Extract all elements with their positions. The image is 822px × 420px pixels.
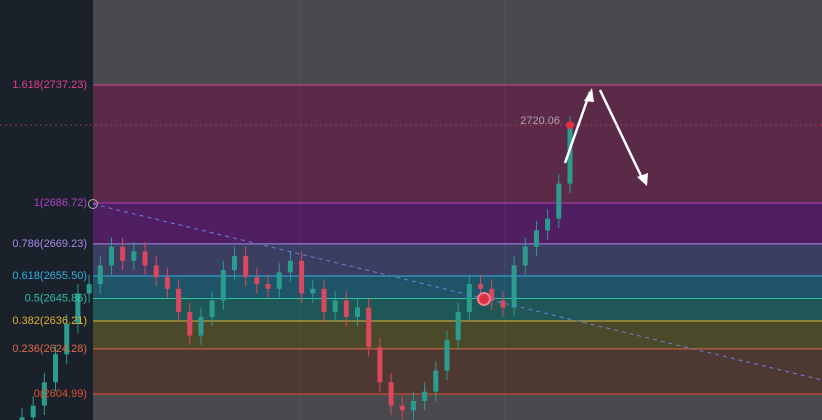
candle-body [243, 256, 249, 278]
last-price-marker [566, 121, 574, 130]
anchor-point [88, 199, 98, 209]
candle-body [220, 270, 226, 301]
candle-body [131, 251, 137, 261]
candle-body [343, 300, 349, 317]
fib-band [93, 243, 822, 276]
fib-label: 0.5(2645.86) [25, 292, 87, 304]
candle-body [153, 265, 159, 278]
arrow [563, 91, 592, 164]
candle-body [231, 256, 237, 271]
candle-body [53, 354, 59, 383]
candle-body [377, 347, 383, 383]
candle-body [41, 382, 47, 406]
anchor-point [477, 292, 491, 306]
candle-body [75, 293, 81, 324]
candle-body [97, 265, 103, 285]
candle-body [120, 246, 126, 261]
candle-body [176, 288, 182, 313]
candle-body [187, 312, 193, 336]
candle-body [30, 405, 36, 418]
arrow [598, 89, 645, 181]
candle-body [410, 400, 416, 411]
candle-body [455, 312, 461, 341]
candle-body [254, 277, 260, 285]
candle-body [86, 284, 92, 294]
fib-label: 1(2686.72) [34, 197, 87, 209]
candle-body [276, 272, 282, 289]
candle-body [164, 277, 170, 289]
fib-band [93, 348, 822, 394]
candle-body [287, 260, 293, 273]
candle-body [19, 417, 25, 420]
candle-body [209, 300, 215, 317]
candle-body [64, 323, 70, 355]
fib-label: 0.618(2655.50) [12, 270, 87, 282]
candle-body [511, 265, 517, 308]
candle-body [489, 288, 495, 301]
candle-body [522, 246, 528, 266]
arrow-head [584, 88, 594, 102]
candle-body [433, 370, 439, 392]
candle-body [567, 125, 573, 184]
fib-label: 0(2604.99) [34, 388, 87, 400]
candle-body [142, 251, 148, 266]
candle-body [299, 260, 305, 294]
fib-band [93, 275, 822, 299]
candle-body [466, 284, 472, 313]
candle-body [366, 307, 372, 348]
fib-band [93, 298, 822, 322]
candle-body [500, 300, 506, 308]
fib-label: 0.236(2624.28) [12, 343, 87, 355]
candle-body [108, 246, 114, 266]
candle-body [265, 284, 271, 289]
fib-label: 0.786(2669.23) [12, 238, 87, 250]
candle-body [321, 288, 327, 313]
fib-label: 1.618(2737.23) [12, 79, 87, 91]
candle-body [556, 183, 562, 219]
trend-line [92, 203, 822, 381]
candle-body [444, 340, 450, 371]
arrow-head [637, 173, 648, 186]
candle-body [355, 307, 361, 317]
last-price-label: 2720.06 [520, 115, 560, 127]
candle-body [545, 218, 551, 231]
candle-body [533, 230, 539, 247]
candle-body [332, 300, 338, 313]
candle-body [388, 382, 394, 406]
candle-body [399, 405, 405, 411]
fib-label: 0.382(2636.21) [12, 315, 87, 327]
fib-band [93, 84, 822, 204]
candle-body [478, 284, 484, 289]
candle-body [198, 316, 204, 336]
candle-body [310, 288, 316, 294]
candle-body [422, 391, 428, 401]
fib-band [93, 203, 822, 244]
